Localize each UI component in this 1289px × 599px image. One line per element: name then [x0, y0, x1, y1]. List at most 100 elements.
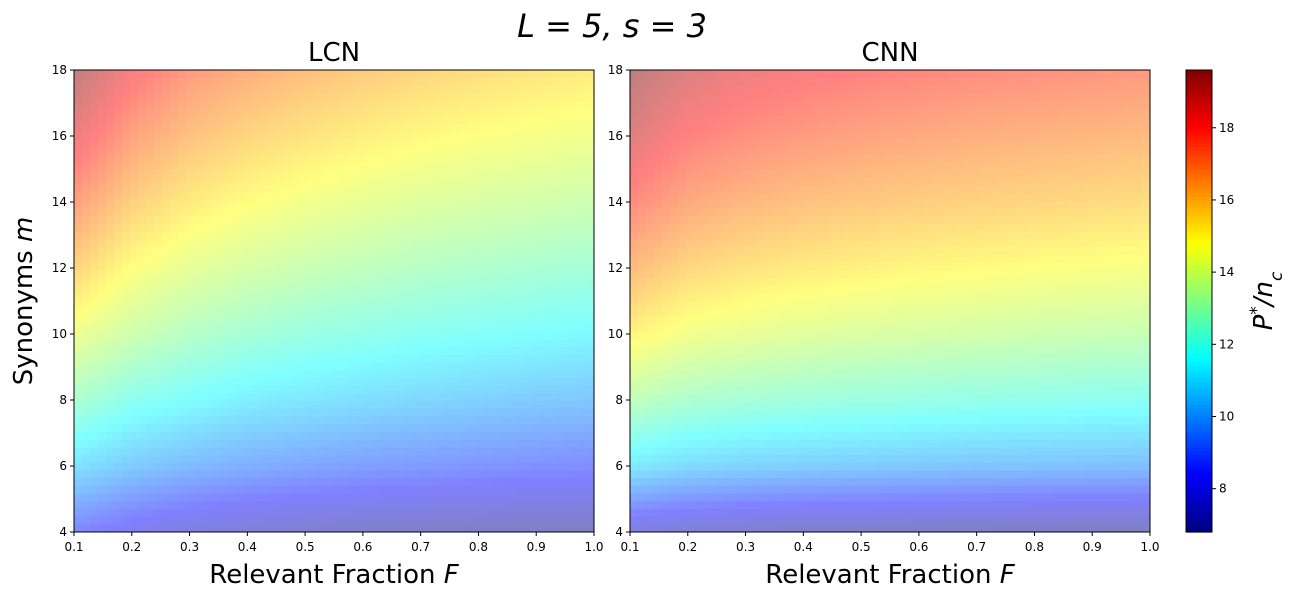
heatmap-cell — [218, 108, 227, 117]
heatmap-cell — [822, 85, 831, 94]
heatmap-cell — [282, 455, 291, 464]
heatmap-cell — [418, 116, 427, 125]
heatmap-cell — [630, 108, 639, 117]
heatmap-cell — [1126, 93, 1135, 102]
heatmap-cell — [162, 501, 171, 510]
heatmap-cell — [514, 516, 523, 525]
heatmap-cell — [950, 154, 959, 163]
heatmap-cell — [694, 70, 703, 79]
heatmap-cell — [210, 200, 219, 210]
heatmap-cell — [1134, 131, 1143, 140]
heatmap-cell — [218, 524, 227, 532]
heatmap-cell — [514, 301, 523, 310]
heatmap-cell — [290, 339, 299, 348]
heatmap-cell — [514, 393, 523, 402]
heatmap-cell — [114, 370, 123, 379]
heatmap-cell — [750, 147, 759, 156]
heatmap-cell — [186, 308, 195, 317]
heatmap-cell — [170, 370, 179, 379]
heatmap-cell — [402, 408, 411, 418]
heatmap-cell — [766, 100, 775, 110]
heatmap-cell — [106, 85, 115, 94]
heatmap-cell — [394, 347, 403, 356]
heatmap-cell — [258, 100, 267, 110]
heatmap-cell — [538, 447, 547, 456]
heatmap-cell — [274, 231, 283, 240]
heatmap-cell — [122, 316, 131, 325]
heatmap-cell — [726, 77, 735, 86]
heatmap-cell — [258, 408, 267, 418]
heatmap-cell — [74, 208, 83, 217]
heatmap-cell — [1110, 177, 1119, 187]
heatmap-cell — [974, 108, 983, 117]
heatmap-cell — [234, 70, 243, 79]
heatmap-cell — [250, 100, 259, 110]
heatmap-cell — [90, 508, 99, 518]
heatmap-cell — [950, 93, 959, 102]
heatmap-cell — [578, 208, 587, 217]
heatmap-cell — [522, 277, 531, 287]
heatmap-cell — [450, 285, 459, 294]
heatmap-cell — [458, 231, 467, 240]
heatmap-cell — [338, 231, 347, 240]
heatmap-cell — [202, 277, 211, 287]
heatmap-cell — [178, 170, 187, 179]
heatmap-cell — [386, 408, 395, 418]
heatmap-cell — [250, 478, 259, 487]
heatmap-cell — [498, 447, 507, 456]
heatmap-cell — [74, 162, 83, 171]
heatmap-cell — [346, 308, 355, 317]
heatmap-cell — [490, 485, 499, 495]
heatmap-cell — [814, 93, 823, 102]
heatmap-cell — [466, 100, 475, 110]
heatmap-cell — [242, 308, 251, 317]
heatmap-cell — [434, 270, 443, 279]
heatmap-cell — [942, 147, 951, 156]
heatmap-cell — [218, 247, 227, 256]
heatmap-cell — [870, 116, 879, 125]
heatmap-cell — [974, 123, 983, 133]
heatmap-cell — [170, 70, 179, 79]
heatmap-cell — [482, 385, 491, 394]
heatmap-cell — [586, 416, 594, 425]
heatmap-cell — [122, 154, 131, 163]
heatmap-cell — [506, 239, 515, 248]
heatmap-cell — [226, 293, 235, 302]
heatmap-cell — [234, 316, 243, 325]
heatmap-cell — [114, 316, 123, 325]
x-tick-label: 0.8 — [469, 540, 488, 554]
heatmap-cell — [154, 447, 163, 456]
heatmap-cell — [538, 262, 547, 271]
heatmap-cell — [218, 493, 227, 502]
heatmap-cell — [434, 501, 443, 510]
heatmap-cell — [578, 362, 587, 371]
heatmap-cell — [322, 478, 331, 487]
heatmap-cell — [266, 362, 275, 371]
heatmap-cell — [418, 193, 427, 202]
heatmap-cell — [654, 162, 663, 171]
heatmap-cell — [418, 162, 427, 171]
heatmap-cell — [1046, 162, 1055, 171]
heatmap-cell — [322, 170, 331, 179]
heatmap-cell — [426, 393, 435, 402]
heatmap-cell — [354, 362, 363, 371]
heatmap-cell — [74, 147, 83, 156]
heatmap-cell — [522, 123, 531, 133]
heatmap-cell — [538, 439, 547, 448]
heatmap-cell — [442, 447, 451, 456]
heatmap-cell — [514, 216, 523, 225]
heatmap-cell — [154, 193, 163, 202]
heatmap-cell — [950, 100, 959, 110]
heatmap-cell — [106, 147, 115, 156]
heatmap-cell — [178, 262, 187, 271]
heatmap-cell — [218, 170, 227, 179]
heatmap-cell — [394, 139, 403, 148]
heatmap-cell — [530, 193, 539, 202]
heatmap-cell — [1078, 123, 1087, 133]
heatmap-cell — [530, 478, 539, 487]
heatmap-cell — [122, 131, 131, 140]
heatmap-cell — [774, 139, 783, 148]
heatmap-cell — [330, 231, 339, 240]
heatmap-cell — [466, 77, 475, 86]
heatmap-cell — [202, 508, 211, 518]
